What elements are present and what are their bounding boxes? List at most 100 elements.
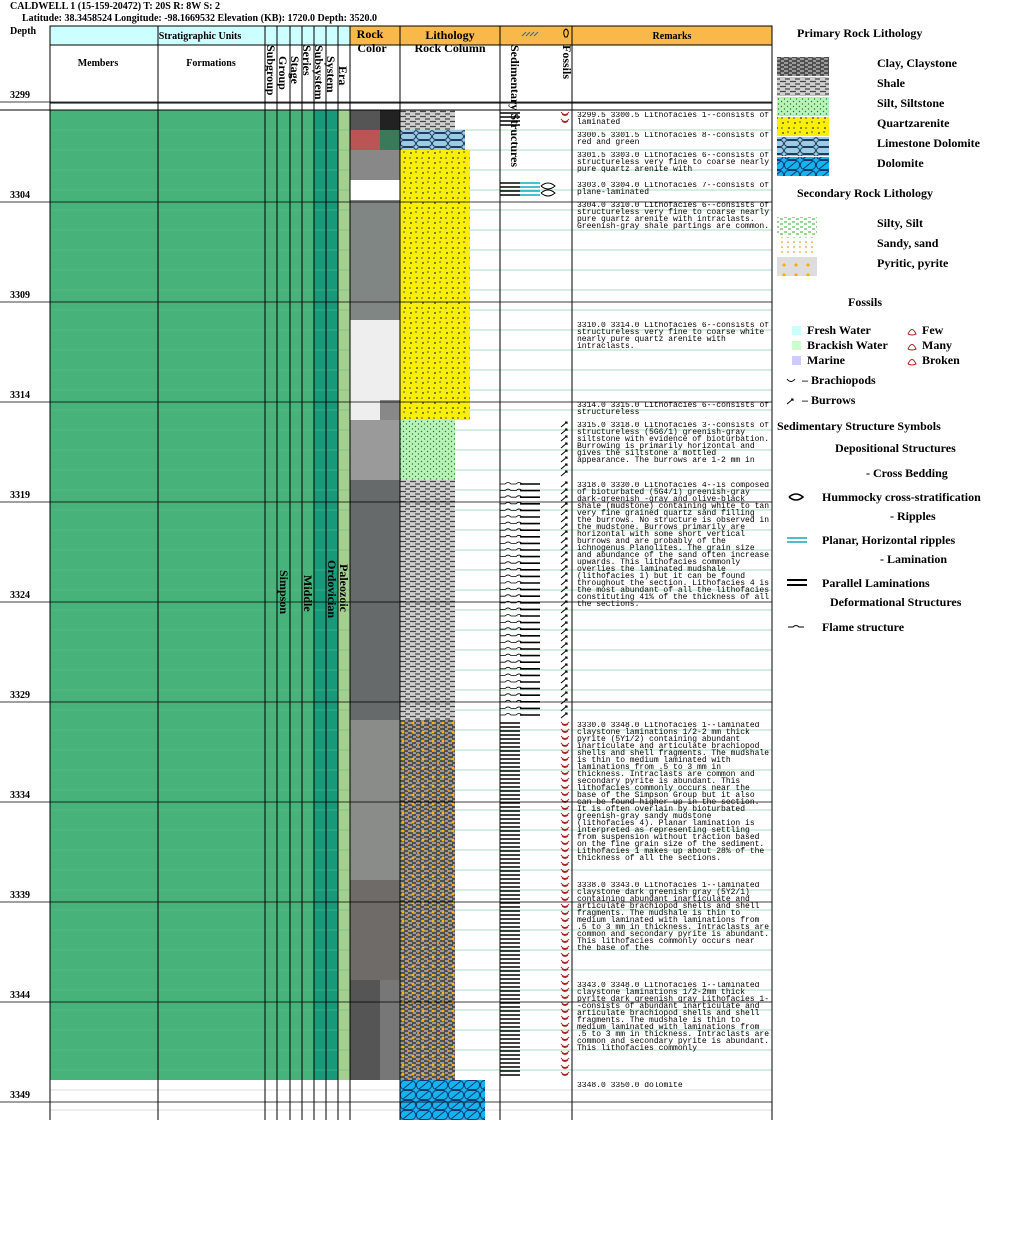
rock-color [350,180,400,200]
remark: 3310.0 3314.0 Lithofacies 6--consists of… [577,322,769,351]
remark-text: 3330.0 3348.0 Lithofacies 1--laminated c… [577,722,770,1080]
remark-to: 3315.0 [610,402,640,410]
remark: 3304.0 3310.0 Lithofacies 6--consists of… [577,202,770,320]
remark-text: Lithofacies 1--laminated claystone lamin… [577,722,770,863]
remark-text: 3318.0 3330.0 Lithofacies 4--is composed… [577,482,770,720]
remark-to: 3330.0 [610,482,640,490]
remark-to: 3350.0 [610,1082,640,1090]
flame-symbol [500,686,527,689]
hummocky-symbol [540,182,556,197]
flame-symbol [500,713,527,716]
rock-color [350,420,400,480]
legend-title: Sedimentary Structure Symbols [777,419,941,433]
brachiopod-symbol [560,826,570,831]
remark-to: 3300.5 [610,112,640,120]
legend-swatch [777,217,817,236]
legend-swatch [777,257,817,276]
burrow-symbol [560,712,568,719]
brachiopod-symbol [560,847,570,852]
remark-text: 3304.0 3310.0 Lithofacies 6--consists of… [577,202,770,320]
burrow-symbol [560,544,568,551]
burrow-symbol [560,670,568,677]
well-location: Latitude: 38.3458524 Longitude: -98.1669… [22,13,377,24]
burrow-symbol [560,614,568,621]
flame-symbol [500,528,527,531]
depth-label: 3309 [10,290,30,301]
brachiopod-symbol [560,1057,570,1062]
group-label: Simpson [277,570,291,614]
depth-label: 3299 [10,90,30,101]
brachiopod-symbol [560,777,570,782]
burrow-symbol [560,705,568,712]
brachiopod-symbol [560,987,570,992]
legend-swatch [777,237,817,256]
remark-text: 3348.0 3350.0 dolomite [577,1082,770,1120]
era-header: Era [336,66,350,85]
burrow-symbol [560,586,568,593]
legend-label: - Cross Bedding [866,466,948,480]
stage-header: Stage [288,56,302,85]
flame-symbol [500,587,527,590]
rock-color [350,200,400,320]
remark-from: 3330.0 [577,722,606,730]
flame-symbol [500,640,527,643]
members-header: Members [78,58,119,69]
system-label: Ordovician [325,560,339,618]
remark-from: 3299.5 [577,112,606,120]
rock-color [350,110,380,130]
flame-symbol [500,495,527,498]
brachiopod-symbol [560,721,570,726]
subsystem-header: Subsystem [312,45,326,100]
flame-symbol [500,574,527,577]
remark-from: 3315.0 [577,422,606,430]
depth-label: 3324 [10,590,30,601]
depth-label: 3344 [10,990,30,1001]
remark-from: 3310.0 [577,322,606,330]
remark-text: 3299.5 3300.5 Lithofacies 1--consists of… [577,112,770,130]
brachiopod-symbol [560,819,570,824]
lithology-header: Lithology [425,28,474,42]
flame-symbol [500,627,527,630]
burrow-symbol [560,572,568,579]
brachiopod-symbol [560,945,570,950]
water-swatch [792,326,801,335]
legend-label: Silt, Siltstone [877,96,945,110]
legend-label: Sandy, sand [877,236,939,250]
depth-label: 3349 [10,1090,30,1101]
group-header: Group [276,56,290,90]
legend-label: Hummocky cross-stratification [822,490,981,504]
flame-symbol [500,620,527,623]
burrow-symbol [560,691,568,698]
rock-color [350,880,400,980]
log-header [349,25,773,46]
depth-label: 3304 [10,190,30,201]
legend-swatch [777,77,829,96]
legend-label: – Burrows [801,393,856,407]
formations-header: Formations [186,58,236,69]
flame-symbol [500,567,527,571]
legend-label: Flame structure [822,620,905,634]
remark-text: 3315.0 3318.0 Lithofacies 3--consists of… [577,422,770,480]
rock-color [380,400,400,420]
remark-text: 3343.0 3348.0 Lithofacies 1--laminated c… [577,982,770,1080]
legend-title: Primary Rock Lithology [797,26,922,40]
remark-text: 3338.0 3343.0 Lithofacies 1--laminated c… [577,882,770,980]
rock-color [380,110,400,130]
burrow-symbol [560,481,568,488]
remark: 3318.0 3330.0 Lithofacies 4--is composed… [577,482,770,720]
legend-label: Parallel Laminations [822,576,930,590]
brachiopod-symbol [560,868,570,873]
brachiopod-symbol [560,875,570,880]
burrow-symbol [560,593,568,600]
legend-label: Clay, Claystone [877,56,958,70]
burrow-symbol [560,421,568,428]
legend-title: Fossils [848,295,882,309]
remark: 3330.0 3348.0 Lithofacies 1--laminated c… [577,722,770,1080]
brachiopod-symbol [560,791,570,796]
remark-from: 3301.5 [577,152,606,160]
remark-text: 3303.0 3304.0 Lithofacies 7--consists of… [577,182,770,200]
legend-label: – Brachiopods [801,373,876,387]
water-swatch [792,356,801,365]
lithology-qtz [400,320,470,400]
remark-from: 3304.0 [577,202,606,210]
